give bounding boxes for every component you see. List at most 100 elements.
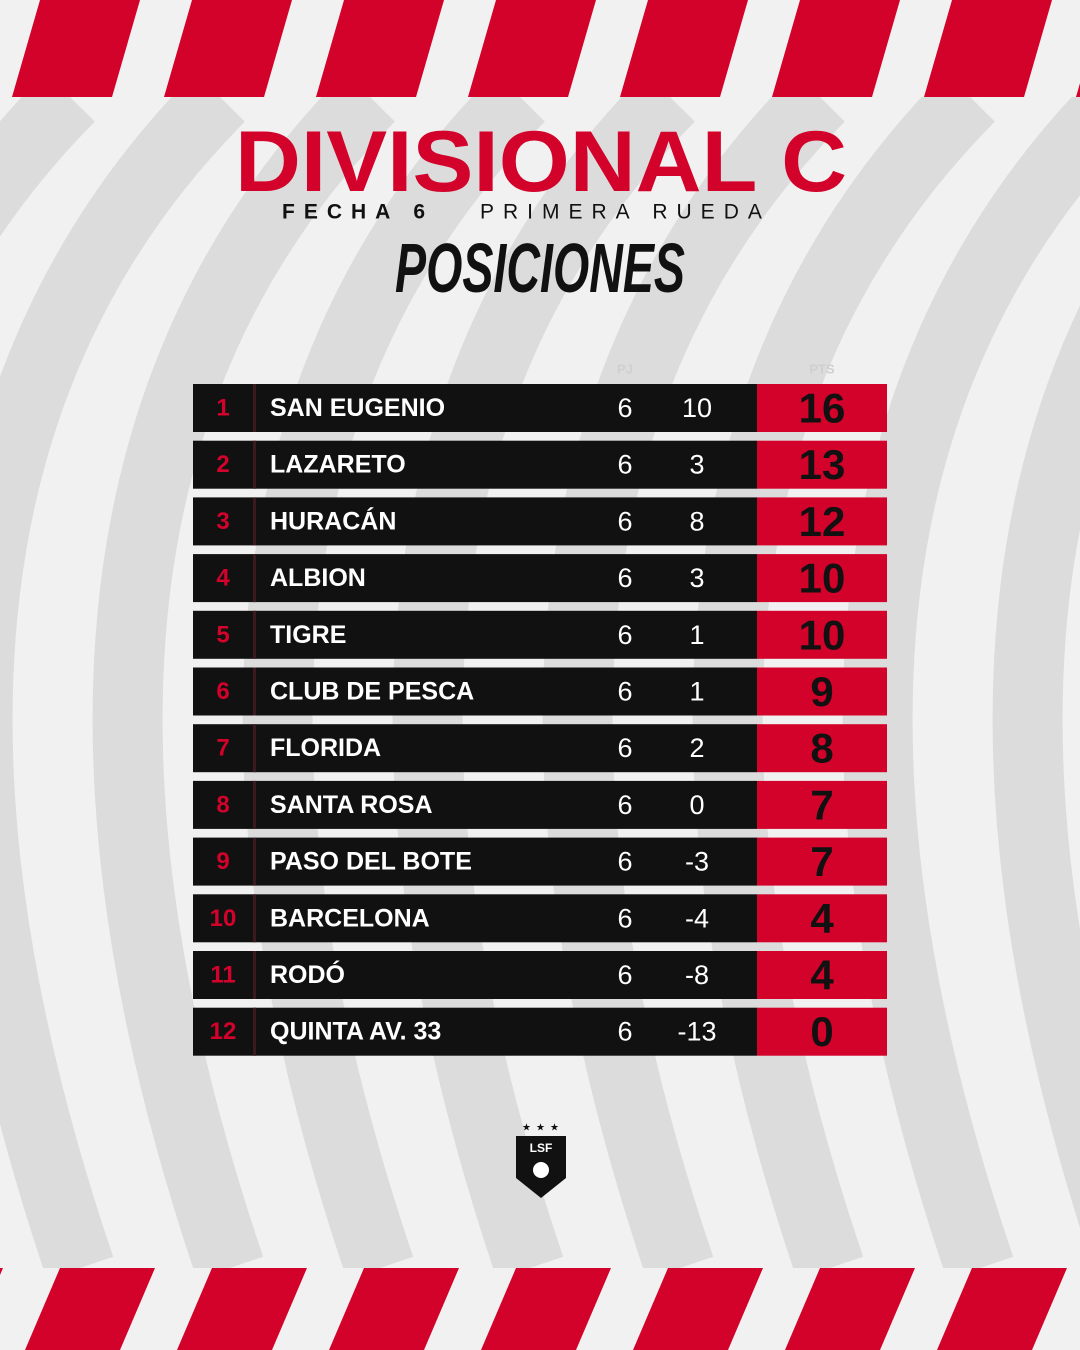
row-divider: [253, 1007, 256, 1056]
position: 4: [216, 565, 230, 592]
bottom-stripe: [25, 1268, 155, 1350]
top-stripe: [164, 0, 292, 97]
played: 6: [617, 1017, 632, 1047]
row-background: [193, 610, 757, 659]
position: 3: [216, 508, 229, 535]
team-name: BARCELONA: [270, 904, 430, 932]
points-cell: [757, 780, 887, 829]
row-background: [193, 951, 757, 999]
logo-star: ★: [536, 1123, 545, 1134]
goal-difference: -8: [685, 960, 709, 990]
background-band: [992, 305, 1080, 1228]
row-background: [193, 837, 757, 886]
goal-difference: 3: [689, 563, 704, 593]
row-divider: [253, 667, 256, 716]
goal-difference: 2: [689, 733, 704, 763]
bottom-stripe: [0, 1268, 3, 1276]
top-stripe: [772, 0, 900, 97]
heading: POSICIONES: [395, 229, 685, 307]
logo-ball: [533, 1162, 549, 1178]
team-name: CLUB DE PESCA: [270, 678, 474, 706]
column-header: PJ: [617, 362, 633, 377]
points-cell: [757, 554, 887, 603]
position: 5: [216, 621, 229, 648]
points-cell: [757, 1007, 887, 1056]
position: 7: [216, 735, 229, 762]
played: 6: [617, 393, 632, 423]
position: 11: [210, 962, 235, 989]
points: 16: [799, 385, 846, 432]
team-name: RODÓ: [270, 959, 345, 989]
row-divider: [253, 384, 256, 432]
played: 6: [617, 450, 632, 480]
standings-table: 1 SAN EUGENIO 6 10 162 LAZARETO 6 3 133 HURACÁN 6 8…: [193, 384, 887, 1056]
position: 9: [216, 848, 229, 875]
position: 6: [216, 678, 229, 705]
points-cell: [757, 610, 887, 659]
points: 12: [799, 498, 846, 545]
row-background: [193, 497, 757, 546]
row-background: [193, 780, 757, 829]
points: 4: [810, 895, 834, 942]
played: 6: [617, 903, 632, 933]
bottom-stripe: [937, 1268, 1067, 1350]
points: 10: [799, 555, 846, 602]
team-name: SANTA ROSA: [270, 791, 433, 819]
bottom-stripe: [481, 1268, 611, 1350]
position: 8: [216, 791, 229, 818]
position: 10: [210, 905, 237, 932]
played: 6: [617, 620, 632, 650]
played: 6: [617, 790, 632, 820]
row-background: [193, 384, 757, 432]
logo: ★ ★ ★ LSF: [516, 1123, 566, 1198]
subtitle-bold: FECHA 6: [282, 201, 434, 224]
row-divider: [253, 724, 256, 773]
logo-star: ★: [550, 1123, 559, 1134]
bottom-stripe: [329, 1268, 459, 1350]
position: 12: [210, 1018, 237, 1045]
top-stripe: [316, 0, 444, 97]
goal-difference: 8: [689, 506, 704, 536]
team-name: SAN EUGENIO: [270, 394, 445, 422]
goal-difference: 10: [682, 393, 712, 423]
goal-difference: -4: [685, 903, 709, 933]
points-cell: [757, 384, 887, 432]
column-header: PTS: [809, 362, 835, 377]
title: DIVISIONAL C: [235, 114, 847, 210]
goal-difference: -3: [685, 847, 709, 877]
points-cell: [757, 724, 887, 773]
points: 10: [799, 611, 846, 658]
logo-text: LSF: [530, 1141, 553, 1155]
points: 13: [799, 441, 846, 488]
row-background: [193, 724, 757, 773]
played: 6: [617, 563, 632, 593]
team-name: QUINTA AV. 33: [270, 1018, 441, 1046]
points-cell: [757, 837, 887, 886]
logo-star: ★: [522, 1123, 531, 1134]
played: 6: [617, 733, 632, 763]
team-name: LAZARETO: [270, 451, 406, 479]
top-stripe: [1076, 83, 1080, 97]
position: 1: [216, 395, 229, 422]
subtitle: PRIMERA RUEDA: [480, 201, 771, 224]
row-divider: [253, 610, 256, 659]
row-divider: [253, 894, 256, 943]
row-divider: [253, 554, 256, 603]
row-divider: [253, 837, 256, 886]
row-divider: [253, 780, 256, 829]
bottom-stripe: [785, 1268, 915, 1350]
points-cell: [757, 497, 887, 546]
row-background: [193, 894, 757, 943]
points: 9: [810, 668, 833, 715]
goal-difference: 0: [689, 790, 704, 820]
goal-difference: 3: [689, 450, 704, 480]
row-divider: [253, 440, 256, 489]
top-stripe: [12, 0, 140, 97]
points: 7: [810, 838, 833, 885]
team-name: ALBION: [270, 564, 366, 592]
team-name: PASO DEL BOTE: [270, 848, 472, 876]
points: 8: [810, 725, 833, 772]
bottom-stripe: [633, 1268, 763, 1350]
points: 7: [810, 781, 833, 828]
